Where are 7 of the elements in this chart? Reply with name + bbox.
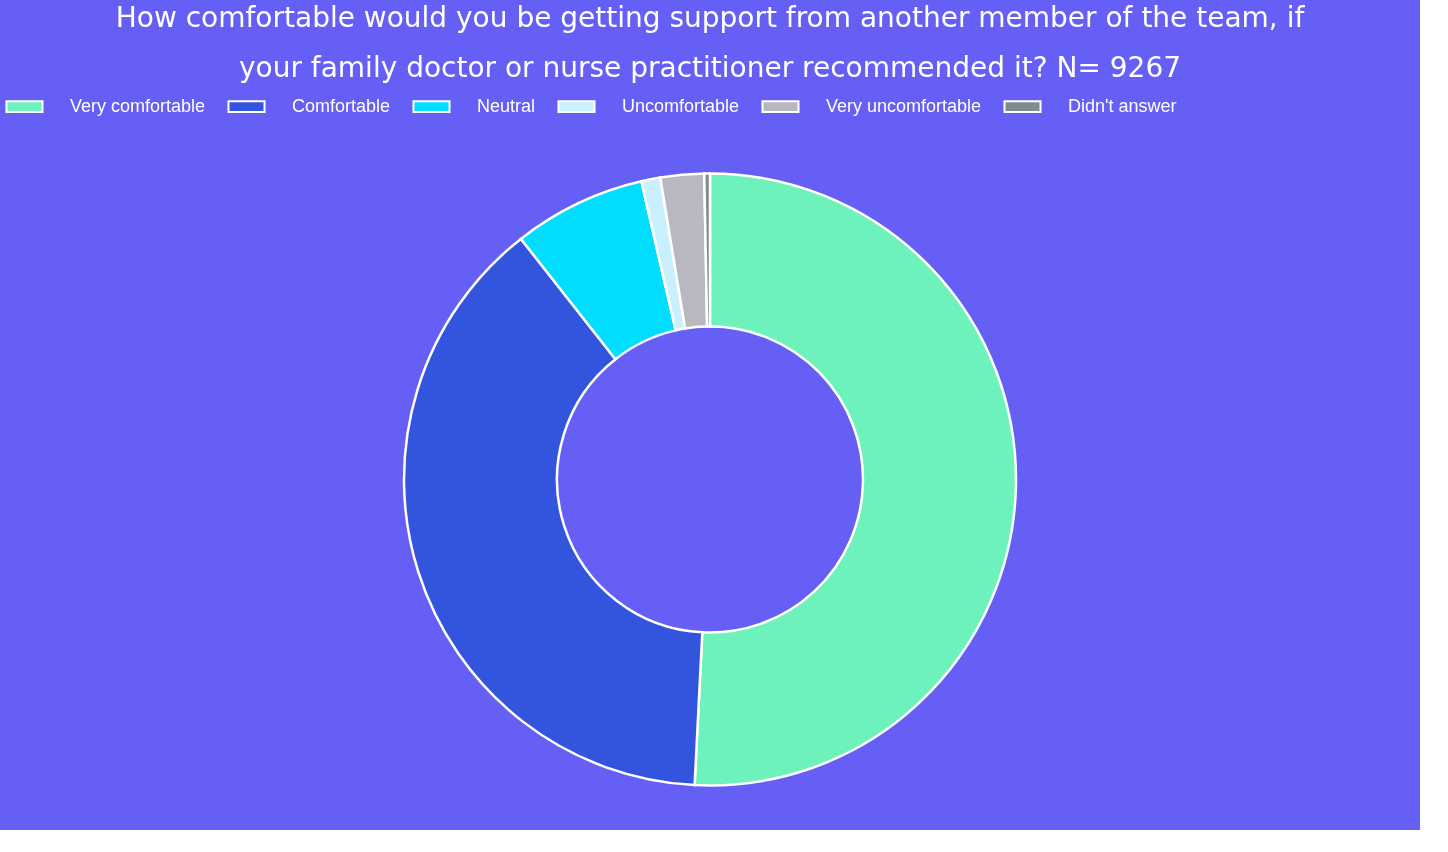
legend-label: Didn't answer xyxy=(1068,95,1177,116)
legend-label: Comfortable xyxy=(292,95,391,116)
legend-label: Very comfortable xyxy=(70,95,206,116)
legend-label: Uncomfortable xyxy=(622,95,740,116)
legend-label: Neutral xyxy=(477,95,536,116)
chart-title: How comfortable would you be getting support from another member of the team, if your family doctor or nurse practitioner recommended it? N= 9267 xyxy=(115,1,1306,84)
legend-label: Very uncomfortable xyxy=(826,95,982,116)
